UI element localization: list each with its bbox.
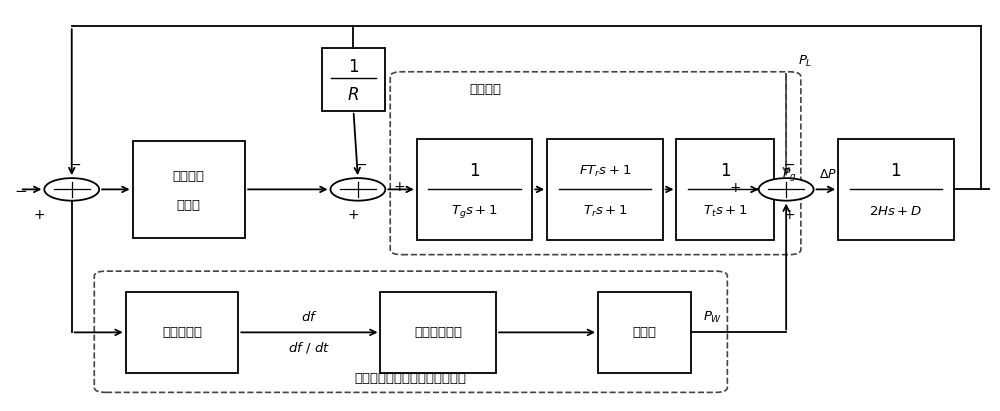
Text: $T_r s+1$: $T_r s+1$ [583, 204, 627, 219]
Bar [322, 48, 385, 111]
Text: $\Delta P$: $\Delta P$ [819, 168, 837, 180]
Text: $P_W$: $P_W$ [703, 309, 722, 325]
Text: $+$: $+$ [33, 208, 45, 222]
Text: 1: 1 [348, 58, 359, 76]
Text: $df$: $df$ [301, 310, 318, 324]
Bar [547, 139, 663, 240]
Text: $+$: $+$ [393, 180, 405, 194]
Bar [417, 139, 532, 240]
Text: $+$: $+$ [729, 181, 741, 195]
Bar [380, 292, 496, 373]
Text: 1: 1 [720, 162, 731, 180]
Text: 火电机组: 火电机组 [469, 83, 501, 96]
Text: 控制器: 控制器 [177, 199, 201, 212]
Text: $\Delta f$: $\Delta f$ [999, 182, 1000, 197]
Text: $-$: $-$ [783, 157, 795, 171]
Text: $R$: $R$ [347, 85, 359, 104]
Text: $df\ /\ dt$: $df\ /\ dt$ [288, 340, 330, 355]
Text: 1: 1 [891, 162, 901, 180]
Text: $2Hs+D$: $2Hs+D$ [869, 205, 922, 218]
Bar [126, 292, 238, 373]
Bar [838, 139, 954, 240]
Bar [132, 141, 245, 238]
Text: $T_g s+1$: $T_g s+1$ [451, 203, 498, 220]
Text: 跟踪微分器: 跟踪微分器 [162, 326, 202, 339]
Text: $+$: $+$ [347, 208, 359, 222]
Text: 1: 1 [469, 162, 480, 180]
Circle shape [44, 178, 99, 201]
Text: 风电场: 风电场 [633, 326, 657, 339]
Circle shape [330, 178, 385, 201]
Text: $T_t s+1$: $T_t s+1$ [703, 204, 748, 219]
Text: 负荷频率: 负荷频率 [173, 170, 205, 183]
Text: $-$: $-$ [69, 157, 81, 171]
Text: 虚拟惯量控制: 虚拟惯量控制 [414, 326, 462, 339]
Text: $FT_r s+1$: $FT_r s+1$ [579, 164, 631, 179]
Text: $P_g$: $P_g$ [782, 166, 797, 182]
Bar [598, 292, 691, 373]
Text: $P_L$: $P_L$ [798, 54, 813, 69]
Text: $-$: $-$ [355, 157, 367, 171]
Text: $-$: $-$ [14, 182, 27, 197]
Text: $+$: $+$ [783, 208, 795, 222]
Text: 基于跟踪微分器的虚拟惯量控制: 基于跟踪微分器的虚拟惯量控制 [355, 372, 467, 385]
Bar [676, 139, 774, 240]
Circle shape [759, 178, 814, 201]
